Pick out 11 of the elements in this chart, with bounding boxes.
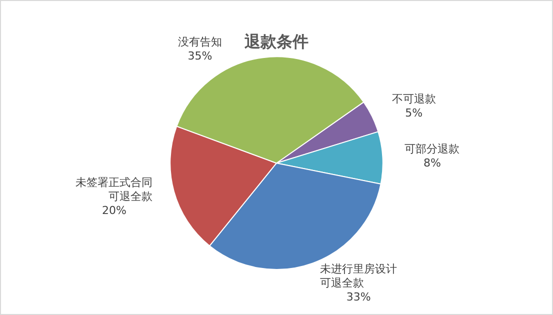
slice-label: 不可退款: [392, 92, 436, 106]
data-label: 20%: [102, 204, 126, 218]
data-label: 35%: [188, 50, 212, 63]
slice-label: 未进行里房设计可退全款: [320, 262, 398, 290]
chart-title: 退款条件: [244, 32, 308, 51]
data-label: 5%: [405, 106, 423, 120]
slice-label: 未签署正式合同可退全款: [76, 176, 153, 204]
slice-label: 没有告知: [178, 36, 222, 49]
data-label: 33%: [346, 290, 371, 304]
slice-label: 可部分退款: [404, 142, 460, 156]
data-label: 8%: [424, 156, 441, 170]
